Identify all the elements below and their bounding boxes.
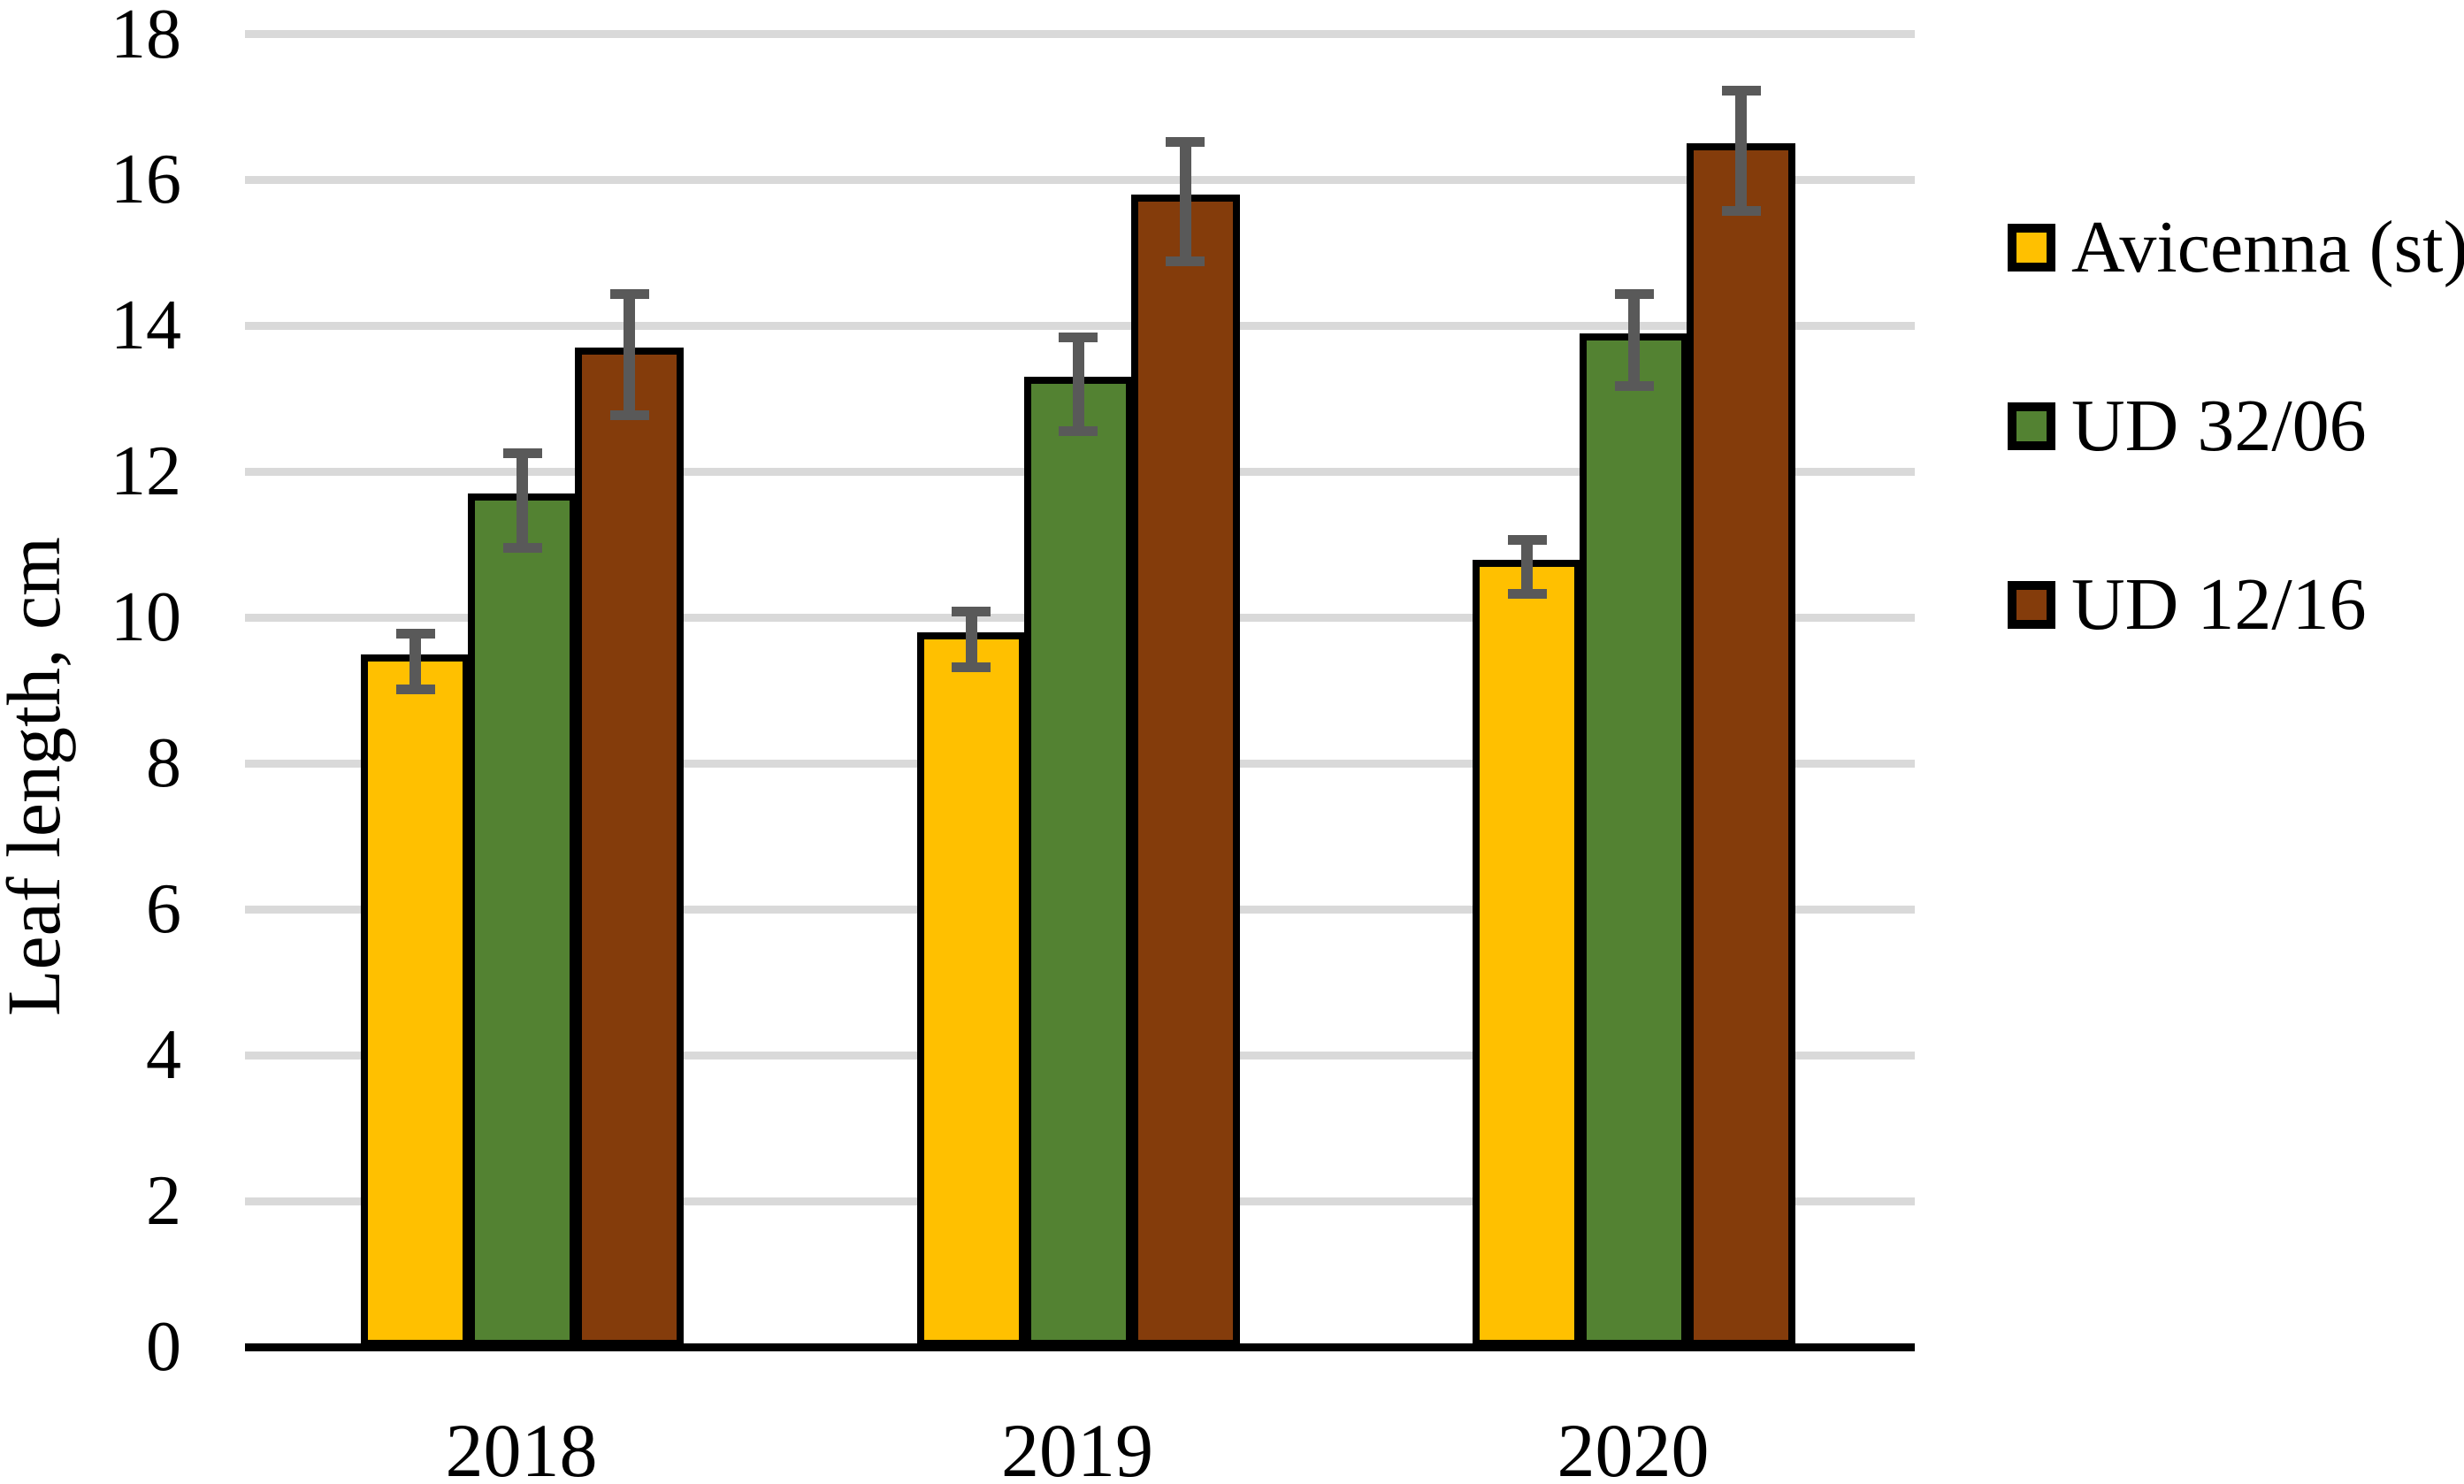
y-axis-title: Leaf length, cm [0,536,76,1017]
y-axis-tick-label: 14 [111,287,181,365]
bar-avicenna-st--2018 [361,654,470,1347]
error-bar-cap-bottom [395,684,435,694]
error-bar-cap-bottom [609,410,649,421]
y-axis-tick-label: 6 [146,870,181,949]
error-bar-cap-top [1166,137,1205,148]
error-bar-cap-top [609,289,649,300]
x-axis-label: 2019 [1001,1408,1153,1484]
error-bar-cap-top [1614,289,1654,300]
error-bar-cap-bottom [1059,425,1098,436]
error-bar [624,294,635,416]
error-bar-cap-bottom [1507,588,1547,599]
y-axis-tick-label: 4 [146,1016,181,1095]
error-bar [1521,539,1533,594]
error-bar-cap-bottom [502,543,542,554]
error-bar [517,453,528,548]
error-bar [1735,90,1747,211]
error-bar [1072,337,1084,432]
bar-avicenna-st--2020 [1473,559,1581,1347]
bar-avicenna-st--2019 [916,632,1026,1347]
error-bar [965,611,977,668]
y-axis-tick-label: 8 [146,724,181,803]
bar-ud-32-06-2018 [468,493,577,1347]
y-axis-tick-label: 2 [146,1162,181,1241]
error-bar [1628,294,1640,386]
error-bar [1179,142,1191,262]
bar-ud-32-06-2019 [1023,377,1133,1347]
error-bar-cap-bottom [1721,205,1761,216]
bar-ud-32-06-2020 [1580,333,1688,1347]
error-bar-cap-bottom [1614,381,1654,392]
y-axis-tick-label: 12 [111,432,181,511]
bar-ud-12-16-2020 [1687,143,1795,1347]
x-axis-label: 2018 [445,1408,598,1484]
error-bar [409,633,421,690]
legend-item-ud3206: UD 32/06 [2008,379,2367,474]
bar-ud-12-16-2018 [575,348,684,1347]
gridline [245,175,1915,184]
error-bar-cap-top [1059,333,1098,343]
error-bar-cap-top [952,607,991,617]
y-axis-tick-label: 18 [111,0,181,73]
legend-item-ud1216: UD 12/16 [2008,557,2367,653]
y-axis-tick-label: 16 [111,141,181,219]
bar-ud-12-16-2019 [1130,195,1240,1347]
error-bar-cap-top [395,628,435,639]
legend-swatch-ud1216-icon [2008,581,2055,629]
error-bar-cap-top [1721,86,1761,96]
gridline [245,30,1915,39]
legend-item-avicenna: Avicenna (st) [2008,200,2464,295]
legend-swatch-avicenna-icon [2008,224,2055,272]
y-axis-tick-label: 10 [111,578,181,657]
legend-label: UD 12/16 [2071,563,2367,646]
gridline [245,321,1915,330]
x-axis-line [245,1343,1915,1351]
legend-label: Avicenna (st) [2071,206,2464,288]
x-axis-label: 2020 [1557,1408,1710,1484]
legend-swatch-ud3206-icon [2008,402,2055,450]
error-bar-cap-top [502,448,542,459]
legend-label: UD 32/06 [2071,385,2367,467]
error-bar-cap-bottom [952,662,991,672]
y-axis-tick-label: 0 [146,1308,181,1386]
error-bar-cap-bottom [1166,256,1205,267]
error-bar-cap-top [1507,534,1547,545]
